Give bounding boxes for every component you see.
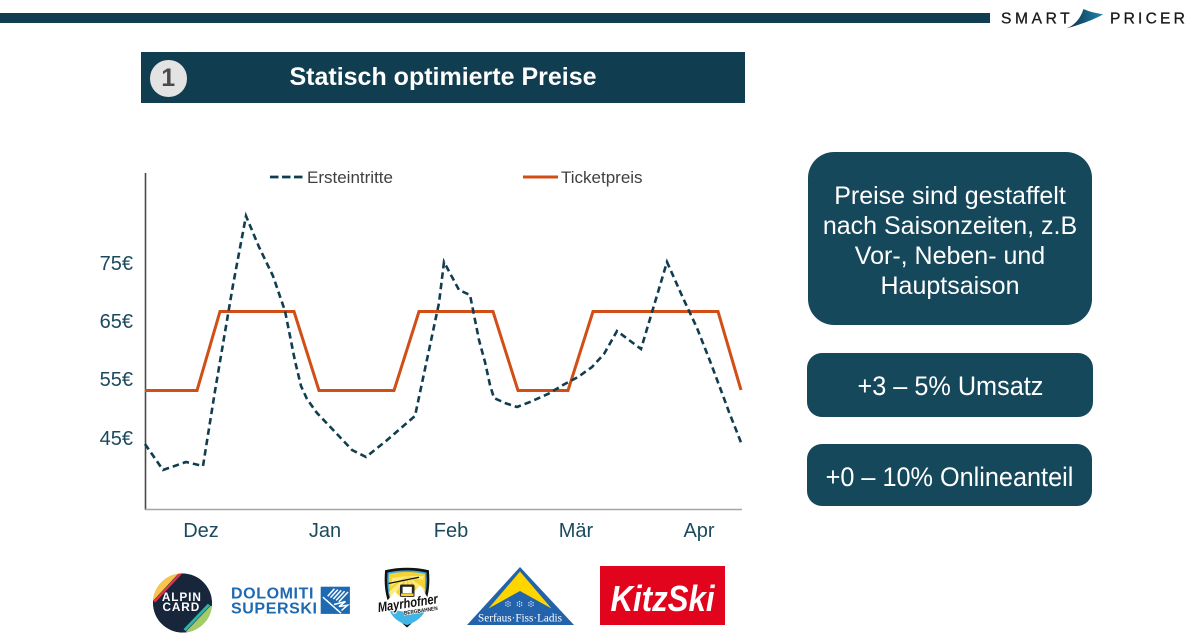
svg-text:Serfaus·Fiss·Ladis: Serfaus·Fiss·Ladis	[478, 613, 562, 625]
svg-text:DOLOMITI: DOLOMITI	[231, 586, 314, 603]
svg-text:Mär: Mär	[559, 520, 594, 542]
svg-text:SMART: SMART	[1001, 11, 1073, 28]
svg-text:55€: 55€	[100, 369, 133, 391]
svg-text:65€: 65€	[100, 311, 133, 333]
svg-text:Ticketpreis: Ticketpreis	[561, 168, 643, 187]
svg-text:SUPERSKI: SUPERSKI	[231, 601, 318, 618]
svg-text:ALPIN: ALPIN	[162, 590, 202, 604]
svg-text:Dez: Dez	[183, 520, 219, 542]
svg-text:Jan: Jan	[309, 520, 341, 542]
svg-text:Ersteintritte: Ersteintritte	[307, 168, 393, 187]
svg-text:45€: 45€	[100, 428, 133, 450]
svg-text:75€: 75€	[100, 253, 133, 275]
svg-text:KitzSki: KitzSki	[611, 578, 716, 619]
svg-text:Feb: Feb	[434, 520, 468, 542]
svg-text:Apr: Apr	[683, 520, 714, 542]
svg-text:CARD: CARD	[162, 600, 200, 614]
svg-text:PRICER: PRICER	[1110, 11, 1188, 28]
